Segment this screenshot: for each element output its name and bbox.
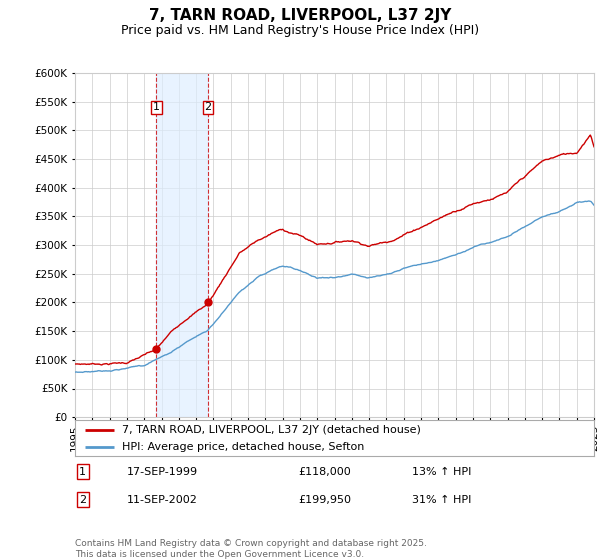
Text: 11-SEP-2002: 11-SEP-2002 — [127, 494, 198, 505]
Text: £199,950: £199,950 — [298, 494, 351, 505]
Text: 2: 2 — [79, 494, 86, 505]
Text: HPI: Average price, detached house, Sefton: HPI: Average price, detached house, Seft… — [122, 442, 364, 452]
Text: 7, TARN ROAD, LIVERPOOL, L37 2JY (detached house): 7, TARN ROAD, LIVERPOOL, L37 2JY (detach… — [122, 425, 421, 435]
Text: 13% ↑ HPI: 13% ↑ HPI — [412, 466, 472, 477]
Text: 1: 1 — [79, 466, 86, 477]
Text: Price paid vs. HM Land Registry's House Price Index (HPI): Price paid vs. HM Land Registry's House … — [121, 24, 479, 36]
Bar — [157, 73, 208, 417]
Text: £118,000: £118,000 — [298, 466, 351, 477]
Text: 17-SEP-1999: 17-SEP-1999 — [127, 466, 198, 477]
Text: 1: 1 — [153, 102, 160, 112]
Text: Contains HM Land Registry data © Crown copyright and database right 2025.
This d: Contains HM Land Registry data © Crown c… — [75, 539, 427, 559]
Text: 31% ↑ HPI: 31% ↑ HPI — [412, 494, 472, 505]
Text: 2: 2 — [205, 102, 212, 112]
Text: 7, TARN ROAD, LIVERPOOL, L37 2JY: 7, TARN ROAD, LIVERPOOL, L37 2JY — [149, 8, 451, 24]
